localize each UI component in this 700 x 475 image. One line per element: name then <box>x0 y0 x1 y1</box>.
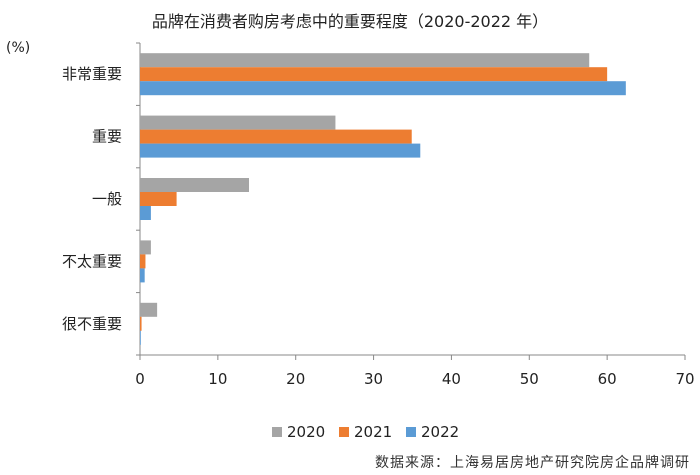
category-label: 非常重要 <box>62 65 122 83</box>
source-note: 数据来源：上海易居房地产研究院房企品牌调研 <box>375 455 690 471</box>
bar-2021 <box>140 192 177 206</box>
x-tick-label: 0 <box>135 370 145 388</box>
bar-2022 <box>140 330 141 345</box>
bar-2020 <box>140 240 151 255</box>
bar-2022 <box>140 268 145 283</box>
chart-title: 品牌在消费者购房考虑中的重要程度（2020-2022 年） <box>151 12 549 31</box>
category-label: 不太重要 <box>62 252 122 270</box>
bar-2021 <box>140 129 412 144</box>
legend-label: 2021 <box>354 423 392 441</box>
bar-2022 <box>140 81 626 96</box>
bar-2020 <box>140 178 249 192</box>
category-label: 一般 <box>92 190 122 208</box>
x-tick-label: 70 <box>675 370 694 388</box>
bar-2020 <box>140 302 158 317</box>
category-label: 很不重要 <box>62 315 122 333</box>
x-tick-label: 40 <box>442 370 461 388</box>
category-label: 重要 <box>92 128 122 146</box>
x-tick-label: 50 <box>520 370 539 388</box>
x-tick-label: 10 <box>208 370 227 388</box>
x-tick-label: 20 <box>286 370 305 388</box>
bar-2021 <box>140 67 608 82</box>
legend-label: 2022 <box>421 423 459 441</box>
bar-2020 <box>140 115 336 130</box>
x-tick-label: 30 <box>364 370 383 388</box>
bar-2020 <box>140 53 590 68</box>
bar-2021 <box>140 254 146 269</box>
bar-2022 <box>140 143 421 158</box>
unit-label: (%) <box>6 40 31 56</box>
x-tick-label: 60 <box>598 370 617 388</box>
legend-swatch-2022 <box>406 427 416 437</box>
legend-label: 2020 <box>287 423 325 441</box>
legend-swatch-2020 <box>272 427 282 437</box>
legend-swatch-2021 <box>339 427 349 437</box>
bar-2021 <box>140 316 142 331</box>
bar-2022 <box>140 206 151 220</box>
